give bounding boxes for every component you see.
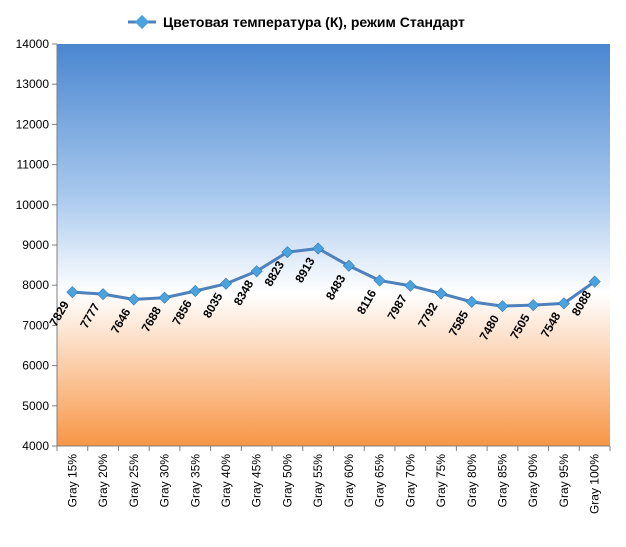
markers (66, 242, 601, 313)
x-tick-label: Gray 60% (342, 454, 356, 508)
y-axis: 4000 5000 6000 7000 8000 9000 10000 11000 12000 1… (16, 37, 58, 453)
plot-area (57, 44, 610, 446)
x-tick-label: Gray 50% (280, 454, 294, 508)
data-point (127, 293, 140, 306)
data-point (189, 284, 202, 297)
y-tick-label: 14000 (16, 37, 50, 51)
data-point (557, 297, 570, 310)
data-point (250, 265, 263, 278)
x-tick-label: Gray 15% (65, 454, 79, 508)
data-point (404, 279, 417, 292)
x-tick-label: Gray 55% (311, 454, 325, 508)
x-tick-label: Gray 45% (250, 454, 264, 508)
data-point (465, 295, 478, 308)
x-tick-label: Gray 30% (158, 454, 172, 508)
y-tick-label: 7000 (22, 318, 49, 332)
legend-marker (134, 14, 150, 30)
data-point (527, 299, 540, 312)
y-tick-label: 5000 (22, 399, 49, 413)
x-tick-label: Gray 70% (403, 454, 417, 508)
x-axis: Gray 15% Gray 20% Gray 25% Gray 30% Gray 35%… (56, 445, 611, 514)
legend-label: Цветовая температура (К), режим Стандарт (163, 14, 465, 30)
x-tick-label: Gray 100% (588, 454, 602, 514)
y-tick-label: 13000 (16, 77, 50, 91)
data-point (97, 288, 110, 301)
x-tick-label: Gray 25% (127, 454, 141, 508)
x-tick-label: Gray 35% (188, 454, 202, 508)
y-tick-label: 10000 (16, 198, 50, 212)
data-point (588, 275, 601, 288)
data-point (219, 277, 232, 290)
x-tick-label: Gray 20% (96, 454, 110, 508)
y-tick-label: 9000 (22, 238, 49, 252)
y-tick-label: 4000 (22, 439, 49, 453)
data-point (312, 242, 325, 255)
x-tick-label: Gray 65% (373, 454, 387, 508)
data-point (435, 287, 448, 300)
data-point (373, 274, 386, 287)
data-point (281, 246, 294, 259)
legend: Цветовая температура (К), режим Стандарт (128, 14, 465, 30)
x-tick-label: Gray 80% (465, 454, 479, 508)
data-point (496, 300, 509, 313)
y-tick-label: 8000 (22, 278, 49, 292)
x-tick-label: Gray 85% (495, 454, 509, 508)
y-tick-label: 12000 (16, 117, 50, 131)
y-tick-label: 11000 (17, 158, 50, 172)
x-tick-label: Gray 95% (557, 454, 571, 508)
data-point (158, 291, 171, 304)
x-tick-label: Gray 75% (434, 454, 448, 508)
data-point (66, 286, 79, 299)
data-point (342, 259, 355, 272)
y-tick-label: 6000 (22, 359, 49, 373)
x-tick-label: Gray 90% (526, 454, 540, 508)
x-tick-label: Gray 40% (219, 454, 233, 508)
